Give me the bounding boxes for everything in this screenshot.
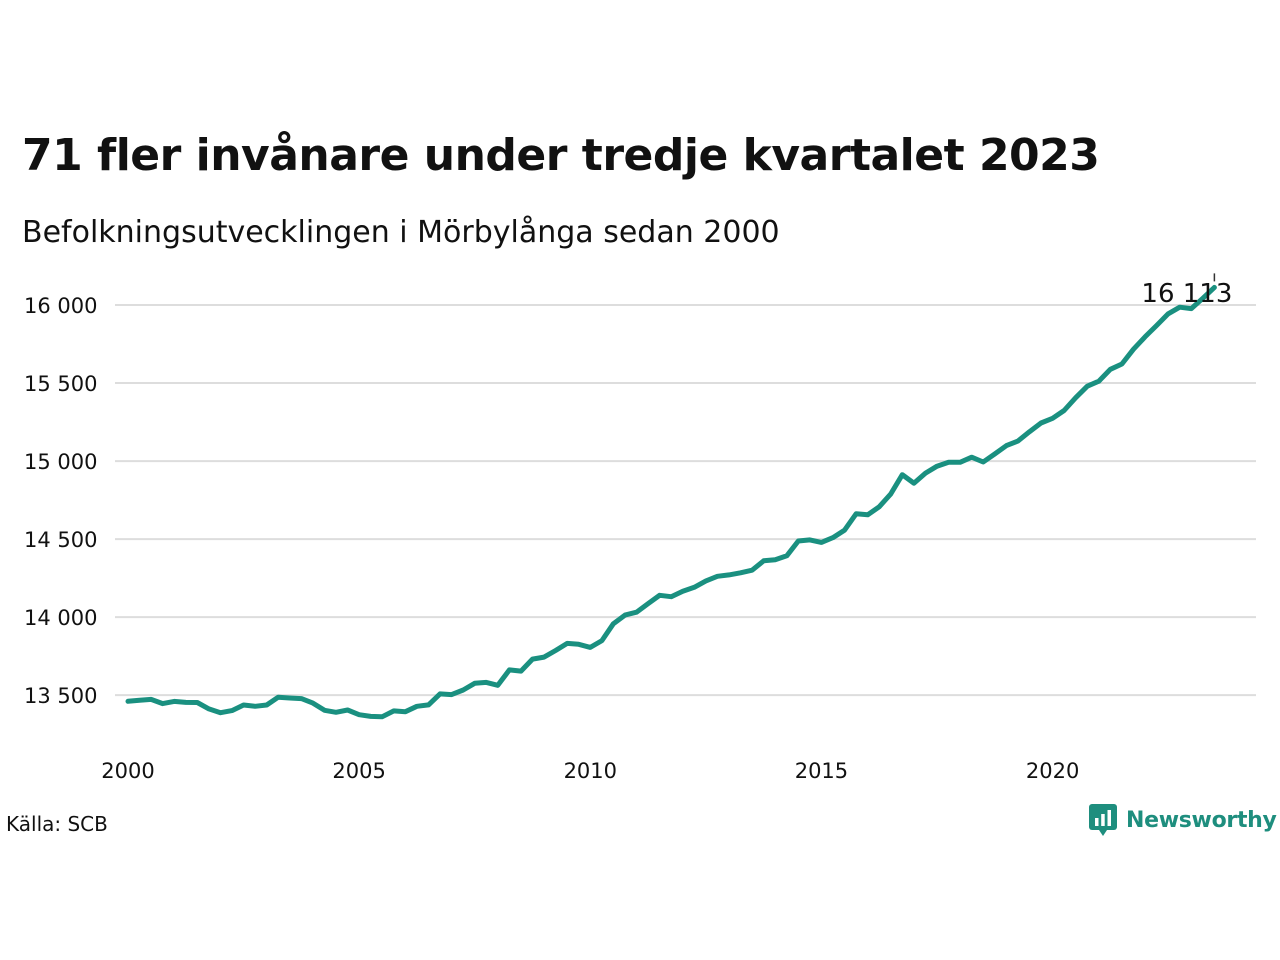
x-tick-label: 2005 (332, 759, 385, 783)
x-tick-label: 2020 (1026, 759, 1079, 783)
brand-logo: Newsworthy (1088, 803, 1277, 837)
x-tick-label: 2015 (795, 759, 848, 783)
y-tick-label: 14 000 (24, 606, 97, 630)
x-tick-label: 2000 (101, 759, 154, 783)
y-tick-label: 15 500 (24, 372, 97, 396)
y-tick-label: 15 000 (24, 450, 97, 474)
end-value-label: 16 113 (1141, 279, 1232, 309)
y-tick-label: 13 500 (24, 684, 97, 708)
x-axis-tick-labels: 2000 2005 2010 2015 2020 (101, 759, 1079, 783)
y-tick-label: 16 000 (24, 294, 97, 318)
y-axis-tick-labels: 13 500 14 000 14 500 15 000 15 500 16 000 (24, 294, 97, 708)
series-line (125, 284, 1217, 720)
x-tick-label: 2010 (564, 759, 617, 783)
y-tick-label: 14 500 (24, 528, 97, 552)
brand-name: Newsworthy (1126, 807, 1277, 833)
series-layer (125, 284, 1217, 720)
chart-title: 71 fler invånare under tredje kvartalet … (22, 130, 1100, 181)
source-credit: Källa: SCB (6, 812, 108, 836)
annotation-layer: 16 113 (1141, 273, 1232, 309)
chart-subtitle: Befolkningsutvecklingen i Mörbylånga sed… (22, 215, 780, 250)
gridlines (115, 304, 1256, 697)
newsworthy-logo-icon (1089, 804, 1117, 836)
